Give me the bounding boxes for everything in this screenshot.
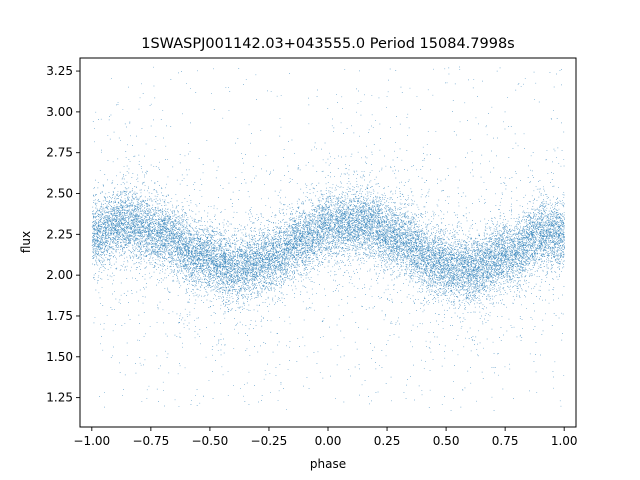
y-tick-label: 1.50 bbox=[46, 350, 73, 364]
x-tick-label: 0.00 bbox=[315, 434, 342, 448]
x-tick-label: 0.50 bbox=[433, 434, 460, 448]
chart-title: 1SWASPJ001142.03+043555.0 Period 15084.7… bbox=[141, 36, 515, 52]
x-tick-label: −1.00 bbox=[73, 434, 110, 448]
y-axis-ticks: 1.25 1.50 1.75 2.00 2.25 2.50 2.75 3.00 3.25 bbox=[46, 64, 80, 405]
x-tick-label: −0.25 bbox=[251, 434, 288, 448]
scatter-points bbox=[91, 66, 565, 411]
y-tick-label: 3.00 bbox=[46, 105, 73, 119]
x-axis-ticks: −1.00 −0.75 −0.50 −0.25 0.00 0.25 0.50 0.75 1.00 bbox=[73, 427, 578, 448]
y-tick-label: 1.25 bbox=[46, 391, 73, 405]
y-axis-label: flux bbox=[19, 231, 33, 253]
data-points bbox=[91, 66, 565, 411]
y-tick-label: 2.75 bbox=[46, 146, 73, 160]
x-tick-label: 0.75 bbox=[492, 434, 519, 448]
y-tick-label: 2.00 bbox=[46, 268, 73, 282]
y-tick-label: 2.25 bbox=[46, 227, 73, 241]
x-tick-label: 1.00 bbox=[551, 434, 578, 448]
x-tick-label: 0.25 bbox=[374, 434, 401, 448]
y-tick-label: 3.25 bbox=[46, 64, 73, 78]
x-axis-label: phase bbox=[310, 457, 346, 471]
y-tick-label: 1.75 bbox=[46, 309, 73, 323]
x-tick-label: −0.75 bbox=[132, 434, 169, 448]
y-tick-label: 2.50 bbox=[46, 187, 73, 201]
x-tick-label: −0.50 bbox=[192, 434, 229, 448]
plot-area-frame bbox=[79, 57, 577, 428]
